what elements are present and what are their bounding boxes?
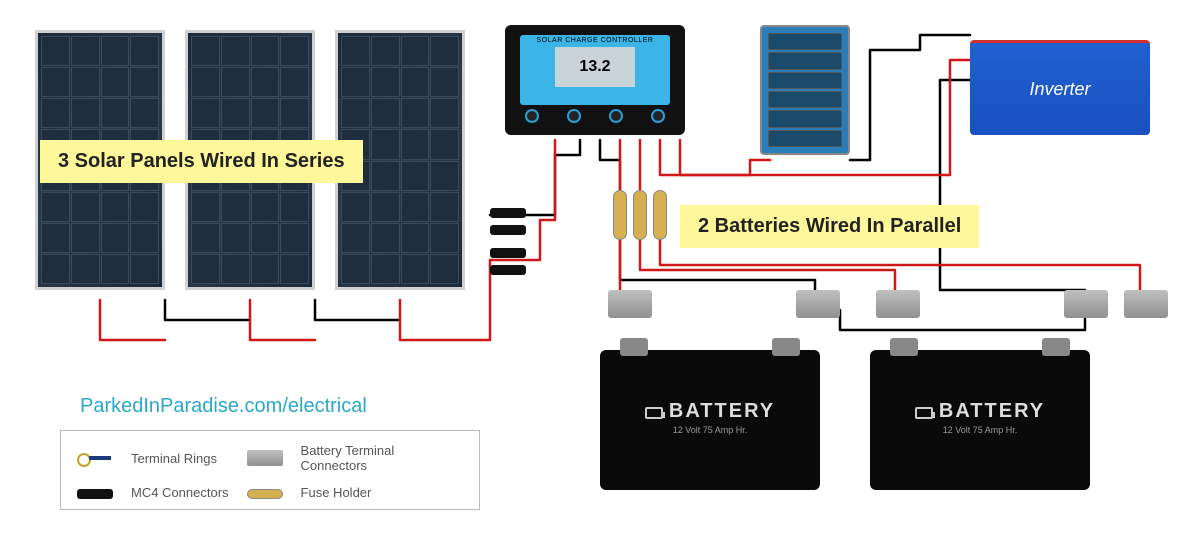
battery-label: BATTERY — [669, 400, 775, 422]
knob-icon — [609, 109, 623, 123]
mc4-icon — [77, 489, 113, 499]
knob-icon — [651, 109, 665, 123]
legend-label: Terminal Rings — [131, 451, 229, 466]
battery-label: BATTERY — [939, 400, 1045, 422]
controller-lcd: 13.2 — [555, 47, 635, 87]
fuse-slot — [768, 110, 842, 127]
fuse-holder — [653, 190, 667, 240]
fuse-holder — [613, 190, 627, 240]
battery-icon — [915, 407, 933, 419]
battery-terminal-connector — [1064, 290, 1108, 318]
mc4-connector — [490, 208, 526, 218]
charge-controller: SOLAR CHARGE CONTROLLER 13.2 — [505, 25, 685, 135]
fuse-slot — [768, 52, 842, 69]
battery-terminal-connector — [608, 290, 652, 318]
diagram-canvas: 3 Solar Panels Wired In Series SOLAR CHA… — [0, 0, 1200, 544]
knob-icon — [567, 109, 581, 123]
fuse-slot — [768, 33, 842, 50]
mc4-connector — [490, 265, 526, 275]
battery-terminal-icon — [247, 450, 283, 466]
battery: BATTERY 12 Volt 75 Amp Hr. — [600, 350, 820, 490]
legend-box: Terminal Rings Battery Terminal Connecto… — [60, 430, 480, 510]
controller-title: SOLAR CHARGE CONTROLLER — [520, 35, 670, 44]
legend-label: MC4 Connectors — [131, 485, 229, 500]
fuse-slot — [768, 91, 842, 108]
controller-face: SOLAR CHARGE CONTROLLER 13.2 — [520, 35, 670, 105]
battery-icon — [645, 407, 663, 419]
fuse-block — [760, 25, 850, 155]
panels-label: 3 Solar Panels Wired In Series — [40, 140, 363, 183]
fuse-holder — [633, 190, 647, 240]
inverter: Inverter — [970, 40, 1150, 135]
mc4-connector — [490, 248, 526, 258]
fuse-holder-icon — [247, 489, 283, 499]
fuse-slot — [768, 72, 842, 89]
mc4-connector — [490, 225, 526, 235]
fuse-slot — [768, 130, 842, 147]
battery-terminal-connector — [796, 290, 840, 318]
battery: BATTERY 12 Volt 75 Amp Hr. — [870, 350, 1090, 490]
terminal-ring-icon — [77, 451, 113, 465]
battery-sublabel: 12 Volt 75 Amp Hr. — [600, 425, 820, 435]
source-link[interactable]: ParkedInParadise.com/electrical — [80, 395, 367, 418]
batteries-label: 2 Batteries Wired In Parallel — [680, 205, 979, 248]
battery-sublabel: 12 Volt 75 Amp Hr. — [870, 425, 1090, 435]
controller-knobs — [511, 109, 679, 123]
legend-label: Fuse Holder — [301, 485, 463, 500]
battery-terminal-connector — [1124, 290, 1168, 318]
legend-label: Battery Terminal Connectors — [301, 443, 463, 473]
inverter-label: Inverter — [1029, 79, 1090, 100]
battery-terminal-connector — [876, 290, 920, 318]
knob-icon — [525, 109, 539, 123]
